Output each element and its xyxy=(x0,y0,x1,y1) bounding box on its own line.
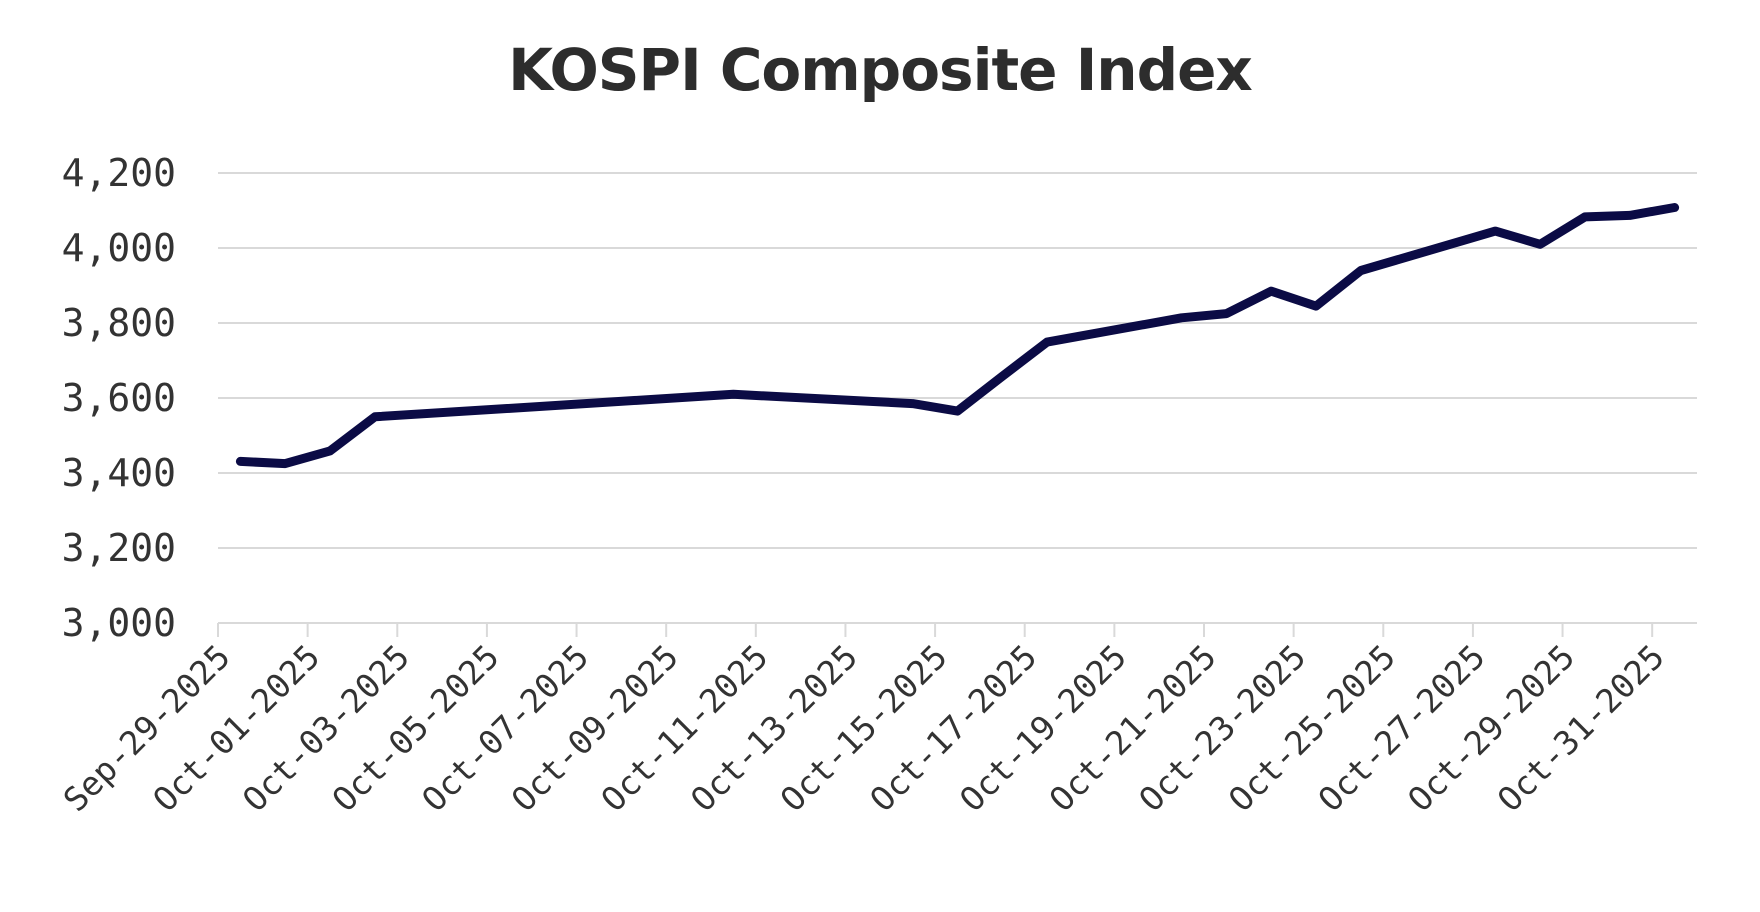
y-tick-label: 4,200 xyxy=(62,151,176,195)
chart-title: KOSPI Composite Index xyxy=(508,36,1253,104)
y-tick-label: 3,800 xyxy=(62,301,176,345)
y-tick-label: 3,200 xyxy=(62,526,176,570)
y-tick-label: 3,400 xyxy=(62,451,176,495)
series-line-kospi xyxy=(235,203,1680,469)
grid-layer xyxy=(218,172,1697,549)
series-layer xyxy=(235,203,1680,469)
y-tick-label: 4,000 xyxy=(62,226,176,270)
y-tick-label: 3,600 xyxy=(62,376,176,420)
axis-layer: 3,0003,2003,4003,6003,8004,0004,200Sep-2… xyxy=(56,151,1697,819)
y-tick-label: 3,000 xyxy=(62,601,176,645)
